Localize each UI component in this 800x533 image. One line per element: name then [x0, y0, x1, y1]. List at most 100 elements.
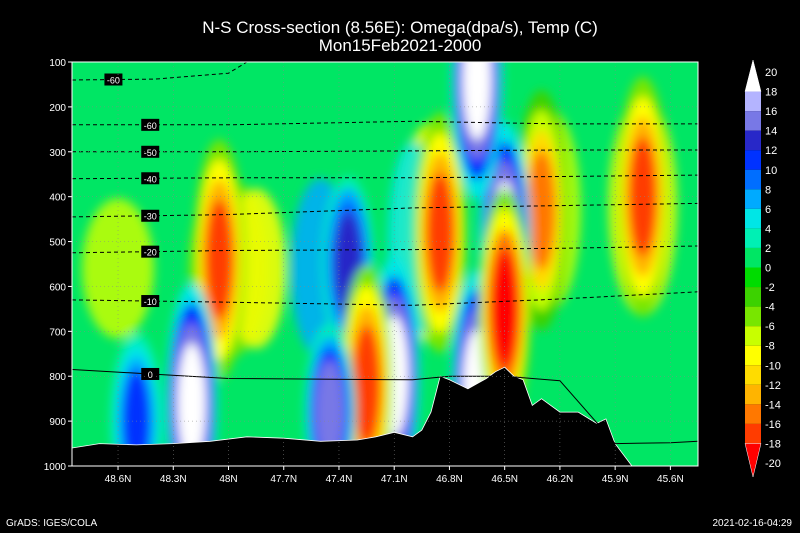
contour-label-box	[141, 118, 160, 131]
contour-label: 0	[148, 370, 153, 380]
colorbar-top-arrow	[744, 59, 762, 92]
colorbar-tick-label: 0	[765, 263, 771, 275]
y-tick-label: 100	[49, 58, 66, 69]
colorbar-tick-label: -18	[765, 438, 781, 450]
colorbar-segment	[745, 345, 761, 366]
colorbar-segment	[745, 267, 761, 288]
x-tick-label: 46.5N	[491, 474, 518, 485]
colorbar-segment	[745, 404, 761, 424]
x-tick-label: 47.4N	[326, 474, 353, 485]
colorbar-tick-label: -20	[765, 458, 781, 470]
contour-label: -40	[144, 174, 157, 184]
temperature-contour--50	[72, 149, 698, 153]
temperature-contour--20	[71, 245, 699, 254]
x-tick-label: 46.8N	[436, 474, 463, 485]
terrain	[72, 366, 698, 466]
contour-label: -60	[144, 121, 157, 131]
temperature-contour--10	[71, 291, 699, 306]
y-tick-label: 1000	[44, 462, 67, 473]
colorbar-tick-label: 8	[765, 184, 771, 196]
colorbar-segment	[745, 326, 761, 346]
colorbar-segment	[745, 150, 761, 170]
omega-feature-5	[463, 62, 492, 140]
colorbar-tick-label: 2	[765, 243, 771, 255]
y-tick-label: 800	[49, 372, 66, 383]
temperature-contour--60	[71, 61, 248, 81]
colorbar-tick-label: 16	[765, 106, 777, 118]
y-tick-label: 200	[49, 103, 66, 114]
contour-label: -10	[144, 297, 157, 307]
y-tick-label: 400	[49, 193, 66, 204]
omega-feature-3	[628, 136, 657, 257]
omega-feature-11	[490, 248, 519, 369]
y-tick-label: 700	[49, 327, 66, 338]
colorbar-segment	[745, 423, 761, 444]
colorbar-segment	[745, 365, 761, 385]
temperature-contour--30	[71, 202, 699, 218]
x-tick-label: 47.1N	[381, 474, 408, 485]
y-tick-label: 500	[49, 238, 66, 249]
colorbar-segment	[745, 91, 761, 112]
contour-label-box	[141, 367, 160, 380]
temperature-contour--40	[71, 174, 699, 180]
omega-feature-2	[527, 150, 556, 271]
omega-feature-1	[426, 172, 455, 293]
colorbar-tick-label: 18	[765, 87, 777, 99]
y-tick-label: 300	[49, 148, 66, 159]
contour-label-box	[141, 172, 160, 185]
footer-timestamp: 2021-02-16-04:29	[712, 518, 792, 529]
colorbar-tick-label: -12	[765, 380, 781, 392]
contour-label-box	[141, 209, 160, 222]
heatmap-blobs	[82, 62, 677, 466]
colorbar-tick-label: 20	[765, 67, 777, 79]
omega-feature-8	[177, 343, 206, 464]
colorbar-segment	[745, 247, 761, 268]
x-tick-label: 48N	[219, 474, 237, 485]
colorbar-tick-label: -16	[765, 419, 781, 431]
colorbar-tick-label: 4	[765, 223, 771, 235]
omega-feature-13	[122, 369, 151, 466]
chart-title: N-S Cross-section (8.56E): Omega(dpa/s),…	[202, 18, 598, 37]
colorbar-tick-label: 12	[765, 145, 777, 157]
colorbar-segment	[745, 130, 761, 151]
omega-feature-0	[205, 199, 234, 320]
y-tick-label: 900	[49, 417, 66, 428]
x-axis: 48.6N 48.3N 48N 47.7N 47.4N 47.1N 46.8N 46.5N 46…	[105, 466, 684, 485]
contour-label: -50	[144, 148, 157, 158]
contour-label: -60	[107, 76, 120, 86]
colorbar-tick-label: 14	[765, 126, 777, 138]
omega-feature-12	[315, 360, 344, 465]
heatmap-blob	[82, 198, 155, 339]
colorbar-segment	[745, 306, 761, 327]
colorbar: 20181614121086420-2-4-6-8-10-12-14-16-18…	[744, 59, 781, 478]
contour-label: -20	[144, 248, 157, 258]
x-tick-label: 46.2N	[547, 474, 574, 485]
chart-subtitle: Mon15Feb2021-2000	[318, 36, 482, 55]
x-tick-label: 48.6N	[105, 474, 132, 485]
colorbar-segment	[745, 111, 761, 131]
colorbar-tick-label: -14	[765, 399, 781, 411]
x-tick-label: 48.3N	[160, 474, 187, 485]
x-tick-label: 45.6N	[657, 474, 684, 485]
contour-label: -30	[144, 212, 157, 222]
contour-label-box	[141, 295, 160, 308]
colorbar-tick-label: -2	[765, 282, 775, 294]
plot-frame	[71, 61, 699, 467]
colorbar-segment	[745, 287, 761, 307]
y-axis: 100 200 300 400 500 600 700 800 900 1000	[44, 58, 72, 473]
colorbar-segment	[745, 189, 761, 209]
colorbar-segment	[745, 169, 761, 190]
colorbar-segment	[745, 228, 761, 248]
x-tick-label: 47.7N	[270, 474, 297, 485]
colorbar-tick-label: -10	[765, 360, 781, 372]
colorbar-tick-label: 10	[765, 165, 777, 177]
contour-label-box	[141, 245, 160, 258]
x-tick-label: 45.9N	[602, 474, 629, 485]
colorbar-segment	[745, 384, 761, 405]
colorbar-tick-label: -6	[765, 321, 775, 333]
colorbar-tick-label: 6	[765, 204, 771, 216]
contour-label-box	[141, 145, 160, 158]
y-tick-label: 600	[49, 282, 66, 293]
footer-credit: GrADS: IGES/COLA	[6, 518, 98, 529]
